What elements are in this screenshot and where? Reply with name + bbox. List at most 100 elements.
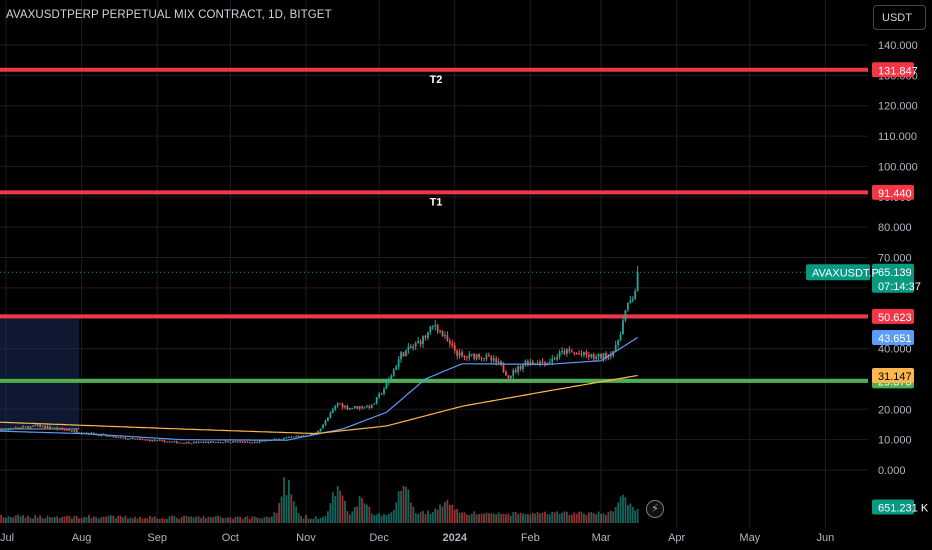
volume-bar (422, 510, 424, 523)
candle-body (168, 441, 171, 443)
chart-title: AVAXUSDTPERP PERPETUAL MIX CONTRACT, 1D,… (6, 9, 332, 21)
time-axis: Jul Aug Sep Oct Nov Dec 2024 Feb Mar Apr May Jun (0, 528, 932, 550)
volume-bar (575, 513, 578, 523)
volume-bar (236, 516, 239, 523)
volume-bar (529, 514, 532, 523)
candle-body (190, 443, 193, 445)
volume-bar (56, 516, 59, 523)
volume-bar (468, 514, 471, 523)
volume-bar (487, 513, 490, 523)
candle-body (329, 412, 332, 418)
volume-bar (188, 516, 190, 523)
volume-bar (568, 515, 571, 523)
volume-bar (385, 514, 388, 523)
candle-body (395, 366, 398, 370)
volume-bar (502, 513, 505, 523)
candle-body (634, 291, 637, 300)
volume-bar (531, 512, 534, 523)
candle-body (385, 383, 388, 390)
candle-body (158, 440, 161, 442)
candle-body (383, 389, 385, 394)
volume-bar (300, 515, 302, 523)
time-tick-label: Jun (817, 532, 835, 544)
volume-bar (624, 497, 627, 523)
volume-bar (634, 510, 637, 523)
symbol-tag: AVAXUSDT.P (806, 264, 879, 281)
price-tick-label: 20.000 (878, 404, 912, 416)
volume-bar (507, 513, 510, 523)
volume-bar (195, 516, 198, 523)
candle-body (166, 441, 168, 443)
volume-bar (48, 517, 51, 523)
price-tick-label: 10.000 (878, 435, 912, 447)
candle-body (441, 330, 444, 337)
volume-bar (80, 518, 83, 523)
candle-body (563, 350, 566, 354)
level-price-badge-bg (872, 308, 914, 324)
candle-body (346, 405, 349, 410)
candle-body (473, 353, 476, 359)
candle-body (224, 441, 227, 443)
candle-body (590, 354, 593, 357)
candle-body (17, 427, 20, 429)
candle-body (234, 441, 237, 443)
currency-selector-button[interactable]: USDT (873, 5, 926, 30)
volume-bar (595, 514, 598, 523)
volume-bar (124, 515, 127, 523)
volume-bar (370, 513, 373, 523)
candle-body (141, 439, 144, 441)
candle-body (19, 427, 22, 429)
volume-bar (90, 518, 93, 523)
volume-bar (73, 516, 76, 523)
candle-body (480, 357, 483, 359)
volume-bar (275, 513, 278, 523)
candle-body (570, 351, 573, 353)
lightning-icon[interactable]: ⚡ (646, 500, 664, 518)
candle-body (468, 353, 471, 358)
volume-bar (141, 518, 144, 523)
volume-bar (256, 517, 259, 523)
candle-body (448, 341, 451, 344)
candle-body (505, 371, 507, 376)
level-price-badge-text: 91.440 (878, 188, 912, 200)
level-price-badge-text: 50.623 (878, 312, 912, 324)
candle-body (614, 344, 617, 352)
candle-body (209, 441, 212, 443)
candle-body (458, 352, 461, 356)
time-tick-label: Mar (592, 532, 611, 544)
volume-bar (470, 513, 473, 523)
candle-body (548, 362, 551, 364)
candle-body (185, 442, 188, 444)
ma-price-badge: 31.147 (872, 367, 914, 383)
volume-bar (231, 518, 234, 523)
volume-bar (258, 518, 261, 523)
candle-body (248, 442, 251, 444)
candle-body (58, 427, 61, 430)
candle-body (114, 436, 117, 438)
volume-bar (619, 496, 622, 523)
candle-body (556, 356, 559, 360)
candle-body (188, 442, 190, 444)
last-price-badge-bg (872, 263, 914, 293)
volume-bar (439, 504, 441, 523)
volume-bar (66, 515, 68, 523)
volume-bar (378, 513, 381, 523)
volume-bar (0, 515, 3, 523)
volume-bar (522, 513, 524, 523)
candle-body (202, 441, 205, 443)
candle-body (175, 441, 178, 444)
volume-bar (553, 512, 556, 523)
candle-body (119, 437, 122, 439)
candle-body (429, 326, 432, 333)
candle-body (195, 441, 198, 443)
candle-body (600, 353, 602, 359)
time-axis-bg (0, 528, 932, 550)
candle-body (92, 432, 95, 435)
zone-box (0, 315, 80, 430)
candle-body (568, 349, 571, 352)
candle-body (7, 429, 10, 431)
price-tick-label: 110.000 (878, 131, 917, 143)
volume-bar (441, 506, 444, 523)
candle-body (14, 427, 17, 430)
